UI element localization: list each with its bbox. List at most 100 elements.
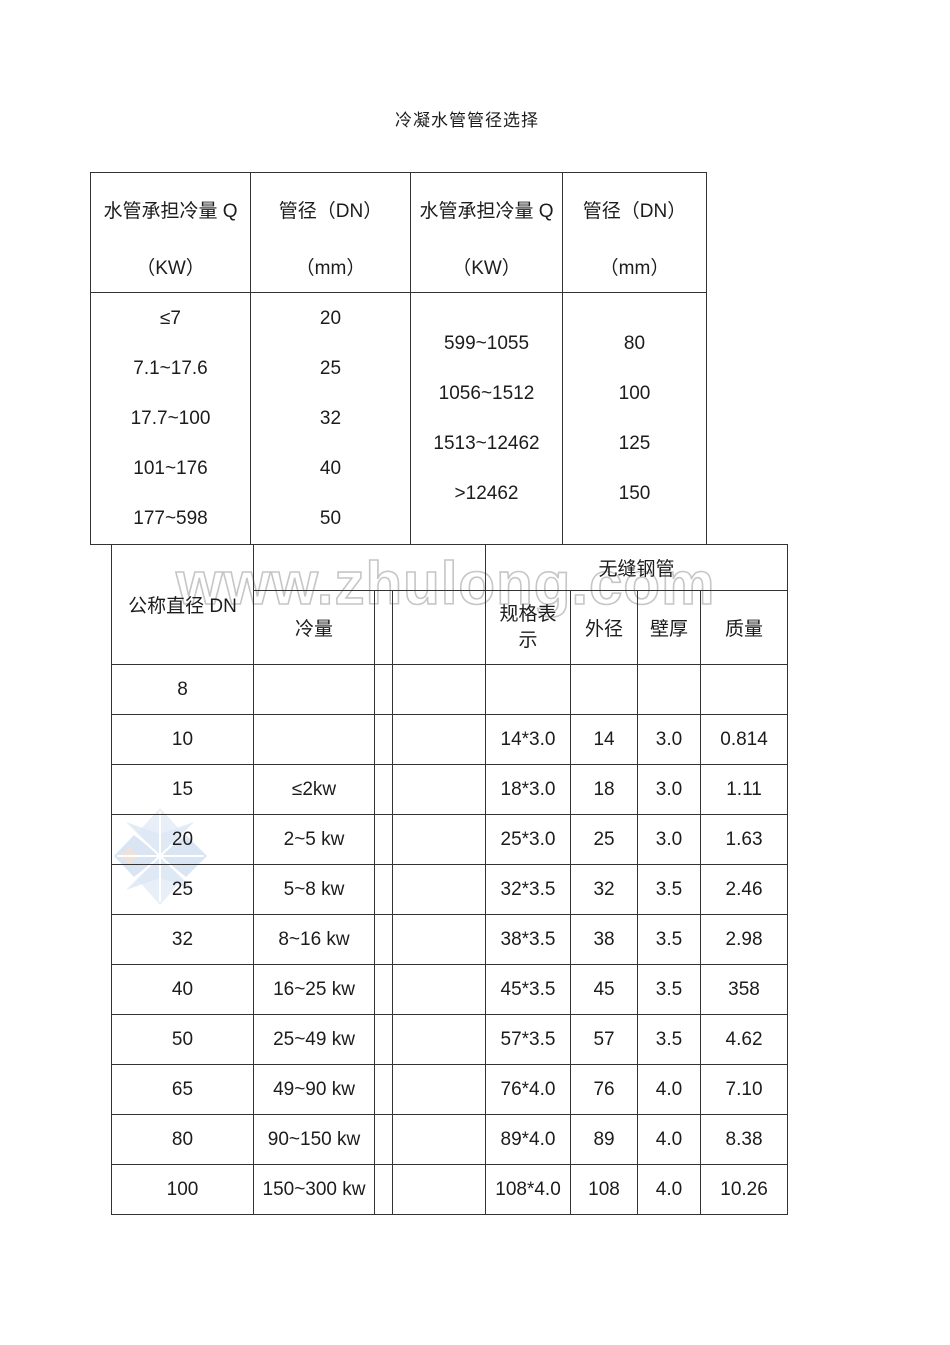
table-value: 150 <box>618 482 651 504</box>
cell-dn: 15 <box>111 764 254 815</box>
cell-wall <box>637 664 702 715</box>
cell-od: 14 <box>570 714 639 765</box>
cell-od: 89 <box>570 1114 639 1165</box>
table-value: 1056~1512 <box>438 382 535 404</box>
cell-dn: 80 <box>111 1114 254 1165</box>
header-spec-label: 规格表示 <box>499 603 557 651</box>
seamless-steel-pipe-table: 公称直径 DN 无缝钢管 冷量 规格表示 外径 壁厚 质量 8 <box>111 544 789 1215</box>
cell-od <box>570 664 639 715</box>
table-value: 100 <box>618 382 651 404</box>
cell-mass: 1.63 <box>700 814 789 865</box>
table-row: 10 14*3.0 14 3.0 0.814 <box>111 714 789 765</box>
cell-wall: 3.0 <box>637 714 702 765</box>
table-value: >12462 <box>454 482 519 504</box>
header-line: 管径（DN） <box>278 200 383 222</box>
header-nominal-diameter: 公称直径 DN <box>111 544 254 665</box>
header-spec: 规格表示 <box>485 590 572 665</box>
capacity-values-right: 599~1055 1056~1512 1513~12462 >12462 <box>410 292 563 545</box>
cell-dn: 10 <box>111 714 254 765</box>
cell-cooling: 150~300 kw <box>253 1164 375 1215</box>
table-row: 15 ≤2kw 18*3.0 18 3.0 1.11 <box>111 764 789 815</box>
header-cooling-capacity: 冷量 <box>253 590 375 665</box>
cell-mass: 10.26 <box>700 1164 789 1215</box>
cell-spec: 45*3.5 <box>485 964 572 1015</box>
header-diameter-right: 管径（DN） （mm） <box>562 172 707 293</box>
header-line: 水管承担冷量 Q <box>419 200 554 222</box>
table-row: 50 25~49 kw 57*3.5 57 3.5 4.62 <box>111 1014 789 1065</box>
cell-empty <box>391 1114 487 1165</box>
table-row: 20 2~5 kw 25*3.0 25 3.0 1.63 <box>111 814 789 865</box>
cell-empty-narrow <box>374 814 393 865</box>
cell-mass: 7.10 <box>700 1064 789 1115</box>
cell-dn: 32 <box>111 914 254 965</box>
cell-cooling: ≤2kw <box>253 764 375 815</box>
cell-od: 108 <box>570 1164 639 1215</box>
cell-cooling <box>253 664 375 715</box>
header-empty-span <box>252 544 487 591</box>
cell-od: 76 <box>570 1064 639 1115</box>
header-capacity-right: 水管承担冷量 Q （KW） <box>410 172 563 293</box>
header-seamless-steel-pipe: 无缝钢管 <box>485 544 789 591</box>
table-row: 80 90~150 kw 89*4.0 89 4.0 8.38 <box>111 1114 789 1165</box>
cell-cooling <box>253 714 375 765</box>
table-value: 7.1~17.6 <box>133 357 208 379</box>
cell-empty-narrow <box>374 1014 393 1065</box>
header-empty-narrow <box>374 590 393 665</box>
header-outer-diameter: 外径 <box>570 590 639 665</box>
cell-dn: 50 <box>111 1014 254 1065</box>
header-capacity-left: 水管承担冷量 Q （KW） <box>90 172 251 293</box>
header-mass: 质量 <box>700 590 789 665</box>
cell-mass <box>700 664 789 715</box>
table-value: ≤7 <box>160 307 181 329</box>
cell-empty-narrow <box>374 714 393 765</box>
cell-empty-narrow <box>374 964 393 1015</box>
cell-dn: 40 <box>111 964 254 1015</box>
header-line: 水管承担冷量 Q <box>103 200 238 222</box>
table-value: 177~598 <box>133 507 208 529</box>
cell-wall: 4.0 <box>637 1164 702 1215</box>
cell-spec <box>485 664 572 715</box>
cell-dn: 65 <box>111 1064 254 1115</box>
cell-mass: 0.814 <box>700 714 789 765</box>
table-row: 25 5~8 kw 32*3.5 32 3.5 2.46 <box>111 864 789 915</box>
table-row: 32 8~16 kw 38*3.5 38 3.5 2.98 <box>111 914 789 965</box>
cell-mass: 4.62 <box>700 1014 789 1065</box>
cell-dn: 100 <box>111 1164 254 1215</box>
diameter-values-right: 80 100 125 150 <box>562 292 707 545</box>
cell-empty <box>391 914 487 965</box>
cell-cooling: 5~8 kw <box>253 864 375 915</box>
cell-wall: 3.5 <box>637 914 702 965</box>
cell-mass: 1.11 <box>700 764 789 815</box>
cell-spec: 57*3.5 <box>485 1014 572 1065</box>
cell-od: 45 <box>570 964 639 1015</box>
header-wall-thickness: 壁厚 <box>637 590 702 665</box>
cell-empty <box>391 814 487 865</box>
diameter-values-left: 20 25 32 40 50 <box>250 292 411 545</box>
pipe-capacity-table: 水管承担冷量 Q （KW） 管径（DN） （mm） 水管承担冷量 Q （KW） <box>90 172 707 545</box>
cell-wall: 3.0 <box>637 814 702 865</box>
table-value: 125 <box>618 432 651 454</box>
cell-empty-narrow <box>374 1114 393 1165</box>
cell-wall: 3.5 <box>637 1014 702 1065</box>
cell-spec: 14*3.0 <box>485 714 572 765</box>
header-line: （KW） <box>452 257 521 279</box>
table-value: 17.7~100 <box>130 407 211 429</box>
table-row: 100 150~300 kw 108*4.0 108 4.0 10.26 <box>111 1164 789 1215</box>
cell-empty <box>391 1064 487 1115</box>
cell-empty <box>391 664 487 715</box>
table-row: 8 <box>111 664 789 715</box>
cell-empty <box>391 964 487 1015</box>
cell-empty <box>391 1014 487 1065</box>
table-row: 65 49~90 kw 76*4.0 76 4.0 7.10 <box>111 1064 789 1115</box>
cell-empty <box>391 1164 487 1215</box>
capacity-values-left: ≤7 7.1~17.6 17.7~100 101~176 177~598 <box>90 292 251 545</box>
cell-od: 38 <box>570 914 639 965</box>
cell-dn: 20 <box>111 814 254 865</box>
cell-cooling: 49~90 kw <box>253 1064 375 1115</box>
page-title: 冷凝水管管径选择 <box>395 111 539 130</box>
cell-spec: 89*4.0 <box>485 1114 572 1165</box>
header-line: （mm） <box>295 257 366 279</box>
cell-empty-narrow <box>374 1064 393 1115</box>
cell-mass: 358 <box>700 964 789 1015</box>
